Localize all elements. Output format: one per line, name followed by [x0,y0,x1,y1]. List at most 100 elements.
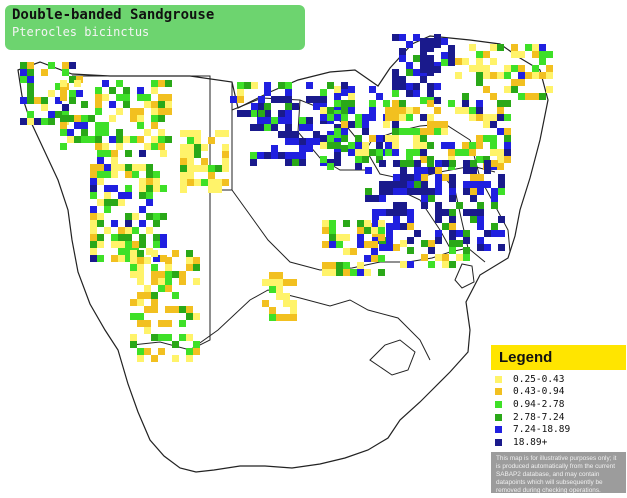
record-cell [392,128,399,135]
record-cell [41,97,48,104]
record-cell [165,94,172,101]
record-cell [427,62,434,69]
record-cell [334,138,341,145]
record-cell [435,230,442,237]
record-cell [400,240,407,247]
record-cell [329,241,336,248]
record-cell [484,167,491,174]
record-cell [504,142,511,149]
record-cell [285,117,292,124]
record-cell [393,216,400,223]
record-cell [378,227,385,234]
record-cell [95,101,102,108]
record-cell [90,220,97,227]
record-cell [116,143,123,150]
record-cell [341,128,348,135]
record-cell [187,144,194,151]
record-cell [250,110,257,117]
record-cell [34,118,41,125]
record-cell [341,82,348,89]
record-cell [139,185,146,192]
record-cell [144,292,151,299]
record-cell [407,181,414,188]
record-cell [498,188,505,195]
record-cell [378,269,385,276]
record-cell [421,167,428,174]
record-cell [392,135,399,142]
record-cell [532,72,539,79]
record-cell [299,145,306,152]
record-cell [327,107,334,114]
record-cell [336,234,343,241]
record-cell [376,149,383,156]
record-cell [90,248,97,255]
record-cell [27,90,34,97]
record-cell [132,171,139,178]
record-cell [371,227,378,234]
record-cell [151,278,158,285]
record-cell [146,227,153,234]
record-cell [428,261,435,268]
legend-row: 18.89+ [495,436,626,449]
record-cell [132,241,139,248]
record-cell [511,79,518,86]
record-cell [187,158,194,165]
record-cell [151,292,158,299]
record-cell [313,131,320,138]
record-cell [427,128,434,135]
record-cell [413,128,420,135]
record-cell [137,271,144,278]
record-cell [427,114,434,121]
record-cell [393,202,400,209]
record-cell [476,107,483,114]
record-cell [434,83,441,90]
record-cell [104,206,111,213]
record-cell [462,107,469,114]
record-cell [144,257,151,264]
record-cell [348,107,355,114]
record-cell [180,179,187,186]
record-cell [448,52,455,59]
record-cell [194,165,201,172]
record-cell [62,62,69,69]
record-cell [371,241,378,248]
record-cell [427,163,434,170]
record-cell [362,114,369,121]
record-cell [504,72,511,79]
record-cell [341,100,348,107]
record-cell [285,103,292,110]
record-cell [193,313,200,320]
record-cell [269,314,276,321]
record-cell [116,80,123,87]
record-cell [357,262,364,269]
record-cell [132,213,139,220]
record-cell [427,69,434,76]
record-cell [271,117,278,124]
record-cell [365,195,372,202]
record-cell [406,90,413,97]
record-cell [139,192,146,199]
record-cell [341,89,348,96]
record-cell [320,89,327,96]
record-cell [406,128,413,135]
record-cell [497,44,504,51]
record-cell [364,241,371,248]
record-cell [413,135,420,142]
record-cell [490,149,497,156]
record-cell [48,62,55,69]
record-cell [97,255,104,262]
record-cell [153,185,160,192]
record-cell [102,94,109,101]
record-cell [327,114,334,121]
record-cell [60,129,67,136]
record-cell [104,192,111,199]
record-cell [153,220,160,227]
record-cell [116,129,123,136]
record-cell [276,279,283,286]
record-cell [276,293,283,300]
record-cell [525,44,532,51]
record-cell [511,65,518,72]
record-cell [125,213,132,220]
record-cell [546,51,553,58]
